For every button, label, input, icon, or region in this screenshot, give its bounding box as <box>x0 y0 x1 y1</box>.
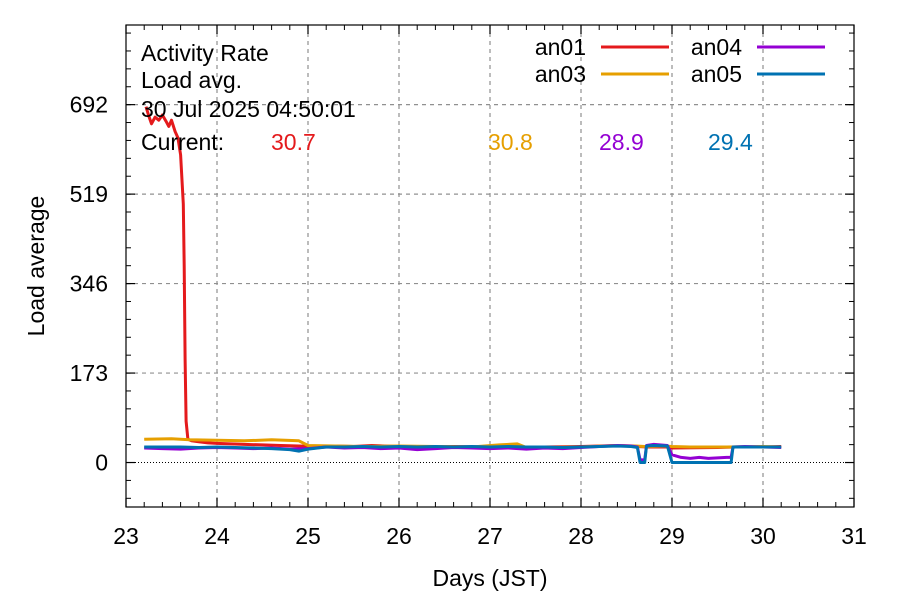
y-tick-label: 0 <box>95 450 108 476</box>
axis-ticks <box>125 25 855 507</box>
x-tick-label: 24 <box>204 523 230 549</box>
legend-label-an01: an01 <box>535 34 586 60</box>
tick-labels: 23 24 25 26 27 28 29 30 31 0 173 346 519 692 <box>70 92 867 549</box>
current-value-an04: 28.9 <box>599 129 644 155</box>
y-tick-label: 173 <box>70 360 108 386</box>
current-value-an01: 30.7 <box>271 129 316 155</box>
legend-label-an03: an03 <box>535 61 586 87</box>
y-tick-label: 692 <box>70 92 108 118</box>
current-value-an05: 29.4 <box>708 129 753 155</box>
current-label: Current: <box>141 129 224 155</box>
legend-label-an05: an05 <box>691 61 742 87</box>
x-tick-label: 28 <box>568 523 594 549</box>
current-value-an03: 30.8 <box>488 129 533 155</box>
x-tick-label: 27 <box>477 523 503 549</box>
legend: an01 an04 an03 an05 <box>535 34 825 87</box>
grid-lines <box>126 25 854 507</box>
title-line-2: Load avg. <box>141 67 242 93</box>
y-tick-label: 519 <box>70 181 108 207</box>
y-axis-label: Load average <box>23 196 49 337</box>
y-tick-label: 346 <box>70 271 108 297</box>
x-tick-label: 29 <box>659 523 685 549</box>
title-line-1: Activity Rate <box>141 40 269 66</box>
title-line-3: 30 Jul 2025 04:50:01 <box>141 96 356 122</box>
series-line-an05 <box>144 444 782 464</box>
x-tick-label: 23 <box>113 523 139 549</box>
legend-label-an04: an04 <box>691 34 742 60</box>
x-tick-label: 31 <box>841 523 867 549</box>
x-axis-label: Days (JST) <box>433 565 548 591</box>
x-tick-label: 30 <box>750 523 776 549</box>
series-lines <box>144 106 782 464</box>
x-tick-label: 25 <box>295 523 321 549</box>
x-tick-label: 26 <box>386 523 412 549</box>
